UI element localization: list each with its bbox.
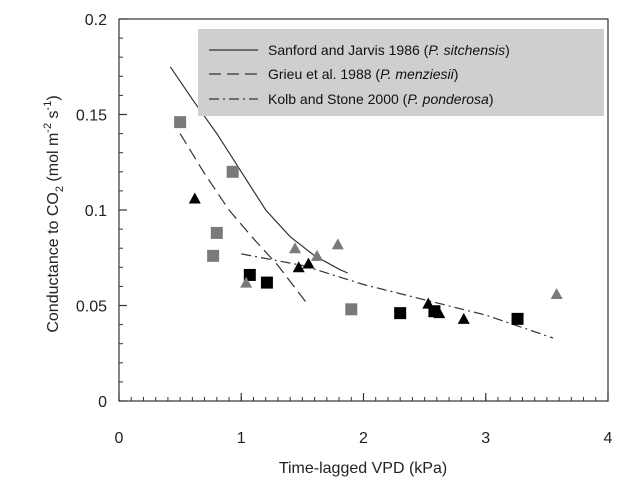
y-axis-title-part-3: (mol m [45, 133, 62, 186]
triangle-marker [311, 249, 324, 261]
triangle-marker [433, 307, 446, 319]
square-marker [394, 307, 407, 320]
x-axis-title: Time-lagged VPD (kPa) [279, 460, 447, 477]
square-marker [174, 116, 187, 129]
y-axis-title-part-1: Conductance to CO [45, 192, 62, 333]
plot-frame [118, 18, 609, 402]
square-marker [226, 165, 239, 178]
triangle-marker [188, 192, 201, 204]
y-tick-label: 0.1 [85, 203, 107, 220]
legend-entry-grieu-name: Grieu et al. 1988 [268, 66, 372, 82]
y-tick-label: 0.15 [76, 108, 107, 125]
x-tick-label: 3 [481, 430, 490, 447]
triangle-marker [292, 261, 305, 273]
square-marker [345, 303, 358, 316]
legend-entry-kolb-species: P. ponderosa [407, 91, 489, 107]
y-axis-title: Conductance to CO2 (mol m-2 s-1) [42, 95, 66, 332]
y-axis-title-sub-2: 2 [54, 186, 66, 192]
legend-entry-sanford-species: P. sitchensis [428, 42, 505, 58]
y-axis-title-sup-m: -2 [42, 123, 54, 133]
triangle-marker [240, 276, 253, 288]
series-line-dashed [179, 133, 309, 306]
triangle-marker [331, 238, 344, 250]
legend-entry-sanford-name: Sanford and Jarvis 1986 [268, 42, 420, 58]
legend: Sanford and Jarvis 1986 (P. sitchensis) … [198, 29, 604, 116]
x-tick-label: 0 [115, 430, 124, 447]
square-marker [207, 249, 220, 262]
legend-box [198, 29, 604, 116]
y-axis-title-part-5: s [45, 110, 62, 122]
x-tick-label: 2 [359, 430, 368, 447]
legend-entry-sanford: Sanford and Jarvis 1986 (P. sitchensis) [268, 42, 510, 58]
y-tick-label: 0 [98, 394, 107, 411]
triangle-marker [302, 257, 315, 269]
x-tick-label: 1 [237, 430, 246, 447]
x-tick-label: 4 [604, 430, 613, 447]
legend-entry-kolb-name: Kolb and Stone 2000 [268, 91, 399, 107]
square-marker [260, 276, 273, 289]
triangle-marker [457, 312, 470, 324]
y-axis-title-sup-s: -1 [42, 101, 54, 111]
square-marker [210, 226, 223, 239]
legend-entry-grieu-species: P. menziesii [380, 66, 455, 82]
legend-entry-kolb: Kolb and Stone 2000 (P. ponderosa) [268, 91, 494, 107]
series-line-dashdot [241, 253, 554, 339]
y-tick-label: 0.2 [85, 12, 107, 29]
triangle-marker [550, 288, 563, 300]
y-axis-title-part-7: ) [45, 95, 62, 100]
square-marker [511, 312, 524, 325]
legend-entry-grieu: Grieu et al. 1988 (P. menziesii) [268, 66, 458, 82]
triangle-marker [422, 297, 435, 309]
markers-layer [174, 116, 563, 325]
y-tick-label: 0.05 [76, 299, 107, 316]
triangle-marker [289, 242, 302, 254]
